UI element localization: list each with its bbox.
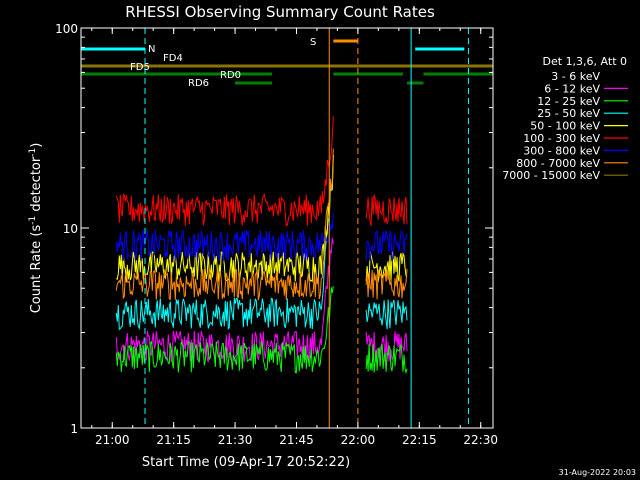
flag-label-FD5: FD5 bbox=[130, 62, 150, 73]
flag-label-FD4: FD4 bbox=[163, 53, 183, 64]
legend-label: 50 - 100 keV bbox=[530, 120, 600, 133]
y-tick-label: 10 bbox=[63, 222, 78, 236]
legend-label: 100 - 300 keV bbox=[523, 132, 600, 145]
legend-header: Det 1,3,6, Att 0 bbox=[543, 55, 627, 68]
x-tick-label: 22:00 bbox=[341, 433, 376, 447]
flag-label-S: S bbox=[310, 37, 316, 48]
trace-100-300keV bbox=[365, 194, 408, 226]
trace-12-25keV bbox=[365, 343, 408, 375]
legend-label: 7000 - 15000 keV bbox=[502, 169, 600, 182]
trace-25-50keV bbox=[115, 154, 334, 331]
x-tick-label: 21:45 bbox=[279, 433, 314, 447]
trace-800-7000keV bbox=[115, 148, 334, 301]
trace-800-7000keV bbox=[365, 268, 408, 300]
traces-layer bbox=[115, 116, 408, 375]
legend-label: 25 - 50 keV bbox=[537, 107, 600, 120]
y-tick-label: 1 bbox=[70, 422, 78, 436]
trace-300-800keV bbox=[365, 230, 408, 262]
trace-25-50keV bbox=[365, 299, 408, 330]
x-tick-label: 21:00 bbox=[95, 433, 130, 447]
trace-12-25keV bbox=[115, 286, 334, 374]
y-label-sup-2: -1 bbox=[28, 148, 38, 157]
legend-label: 12 - 25 keV bbox=[537, 95, 600, 108]
y-label-sup-1: -1 bbox=[28, 216, 38, 225]
legend-label: 3 - 6 keV bbox=[551, 70, 600, 83]
flag-label-RD0: RD0 bbox=[220, 70, 241, 81]
y-label-part-3: ) bbox=[29, 143, 44, 148]
legend-label: 6 - 12 keV bbox=[544, 82, 600, 95]
x-axis-label: Start Time (09-Apr-17 20:52:22) bbox=[142, 455, 350, 470]
x-tick-label: 21:30 bbox=[218, 433, 253, 447]
x-tick-label: 22:30 bbox=[463, 433, 498, 447]
trace-300-800keV bbox=[115, 212, 334, 262]
y-label-part-2: detector bbox=[29, 156, 44, 216]
flag-label-RD6: RD6 bbox=[188, 78, 209, 89]
footer-timestamp: 31-Aug-2022 20:03 bbox=[559, 468, 636, 477]
chart-title: RHESSI Observing Summary Count Rates bbox=[125, 3, 435, 21]
y-label-part-1: Count Rate (s bbox=[29, 225, 44, 314]
trace-3-6keV bbox=[115, 180, 334, 213]
trace-50-100keV bbox=[116, 154, 334, 283]
flags-layer: N FD4 FD5 RD0 RD6 S bbox=[81, 37, 493, 89]
y-axis-label: Count Rate (s-1 detector-1) bbox=[28, 143, 44, 314]
x-tick-label: 22:15 bbox=[402, 433, 437, 447]
trace-3-6keV bbox=[365, 181, 408, 213]
flag-label-N: N bbox=[148, 44, 155, 55]
legend-label: 800 - 7000 keV bbox=[516, 157, 600, 170]
x-tick-label: 21:15 bbox=[156, 433, 191, 447]
trace-100-300keV bbox=[115, 116, 334, 227]
y-tick-label: 100 bbox=[55, 22, 78, 36]
axes-layer: 21:00 21:15 21:30 21:45 22:00 22:15 22:30 1 10 10… bbox=[55, 22, 498, 447]
legend-label: 300 - 800 keV bbox=[523, 144, 600, 157]
